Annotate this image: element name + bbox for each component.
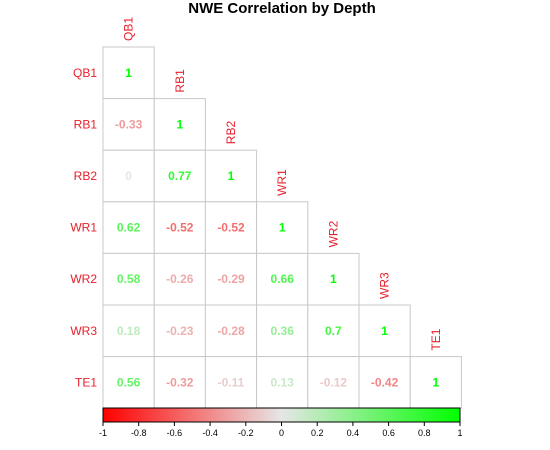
value-label: -0.26 [166, 272, 194, 286]
column-label-te1: TE1 [429, 328, 443, 350]
cell-te1-te1 [409, 356, 462, 409]
row-label-wr1: WR1 [70, 221, 97, 235]
value-label: -0.29 [217, 272, 245, 286]
cell-te1-wr3 [358, 356, 411, 409]
legend-tick-label: -0.6 [167, 428, 183, 438]
value-label: 0.77 [168, 169, 192, 183]
value-label: 1 [330, 272, 337, 286]
legend-tick-label: 0 [279, 428, 284, 438]
value-label: 0.13 [271, 375, 295, 389]
legend-tick-label: 0.6 [382, 428, 395, 438]
value-label: 1 [176, 117, 183, 131]
value-label: 1 [432, 375, 439, 389]
column-label-rb2: RB2 [224, 121, 238, 145]
value-label: 0.18 [117, 324, 141, 338]
cell-wr3-rb1 [153, 304, 206, 358]
value-label: -0.12 [320, 375, 348, 389]
row-label-wr3: WR3 [70, 324, 97, 338]
value-label: -0.32 [166, 375, 194, 389]
row-label-te1: TE1 [75, 375, 97, 389]
cell-wr2-rb1 [153, 252, 206, 306]
cell-wr1-rb1 [153, 201, 206, 254]
cell-qb1-qb1 [102, 46, 155, 100]
cell-rb1-qb1 [102, 98, 155, 151]
value-label: 0 [125, 169, 132, 183]
cell-wr3-wr2 [307, 304, 360, 358]
value-label: 0.62 [117, 221, 141, 235]
variable-labels: QB1 RB1 RB2 WR1 WR2 WR3 TE1 QB1 RB1 RB2 WR1 WR2 WR3 T… [70, 17, 442, 390]
legend-tick-label: 0.4 [347, 428, 360, 438]
legend-tick-label: 0.8 [418, 428, 431, 438]
row-label-rb2: RB2 [74, 169, 98, 183]
column-label-wr1: WR1 [275, 169, 289, 196]
value-label: -0.52 [166, 221, 194, 235]
row-label-qb1: QB1 [73, 66, 97, 80]
value-label: 0.66 [271, 272, 295, 286]
value-label: -0.11 [218, 375, 245, 389]
legend-gradient-bar [102, 407, 461, 423]
cell-wr3-rb2 [204, 304, 258, 358]
value-label: 0.7 [325, 324, 342, 338]
legend-tick-label: 0.2 [311, 428, 324, 438]
row-label-rb1: RB1 [74, 117, 98, 131]
cell-wr3-qb1 [102, 304, 155, 358]
column-label-wr2: WR2 [326, 220, 340, 247]
column-label-qb1: QB1 [122, 17, 136, 41]
legend-tick-label: -0.8 [131, 428, 147, 438]
legend-tick-label: -0.2 [238, 428, 254, 438]
chart-title: NWE Correlation by Depth [188, 0, 376, 17]
value-label: 0.36 [271, 324, 295, 338]
value-label: -0.33 [115, 117, 143, 131]
value-label: -0.28 [217, 324, 245, 338]
cell-wr3-wr1 [256, 304, 309, 358]
cell-wr3-wr3 [358, 304, 411, 358]
value-label: -0.42 [371, 375, 399, 389]
legend-tick-label: -1 [99, 428, 107, 438]
cell-te1-qb1 [102, 356, 155, 409]
value-label: 0.56 [117, 375, 141, 389]
row-label-wr2: WR2 [70, 272, 97, 286]
correlation-grid: 1 -0.33 1 0 0.77 1 0.62 -0.52 -0.52 1 0.58 -0.26 -0.… [102, 46, 462, 409]
value-label: -0.23 [166, 324, 194, 338]
cell-wr1-wr1 [256, 201, 309, 254]
value-label: 1 [125, 66, 132, 80]
column-label-rb1: RB1 [173, 69, 187, 93]
cell-te1-wr1 [256, 356, 309, 409]
value-label: 1 [381, 324, 388, 338]
value-label: -0.52 [217, 221, 245, 235]
legend-tick-label: 1 [457, 428, 462, 438]
legend-tick-label: -0.4 [202, 428, 218, 438]
cell-rb2-rb2 [204, 149, 258, 203]
color-legend: -1 -0.8 -0.6 -0.4 -0.2 0 0.2 0.4 0.6 0.8 1 [99, 407, 463, 438]
value-label: 1 [228, 169, 235, 183]
cell-rb1-rb1 [153, 98, 206, 151]
value-label: 0.58 [117, 272, 141, 286]
cell-wr2-wr1 [256, 252, 309, 306]
cell-te1-rb1 [153, 356, 206, 409]
value-label: 1 [279, 221, 286, 235]
column-label-wr3: WR3 [378, 272, 392, 299]
